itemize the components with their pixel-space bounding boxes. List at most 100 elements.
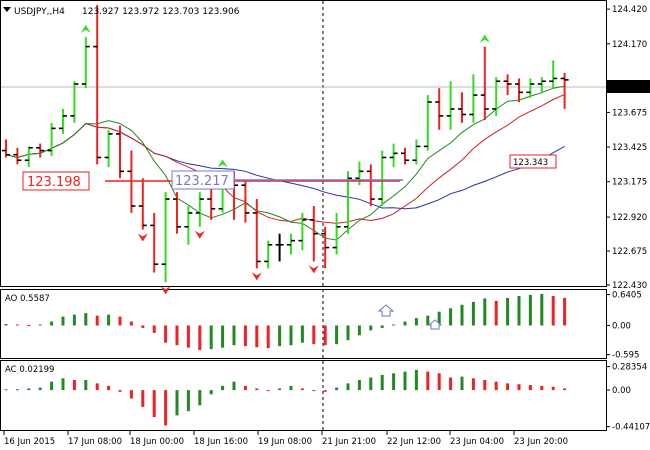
price-bars — [2, 5, 569, 283]
ac-bar — [369, 377, 373, 391]
ac-bar — [563, 388, 567, 391]
ao-axis-label: -0.595 — [612, 351, 639, 361]
support-label-box — [22, 171, 90, 191]
ac-bar — [186, 390, 190, 412]
ao-bar — [129, 321, 133, 326]
ao-bar — [369, 325, 373, 331]
fractal-down-icon — [137, 233, 148, 242]
price-bar — [480, 46, 489, 121]
time-axis-label: 16 Jun 2015 — [4, 437, 55, 447]
current-price-badge — [607, 80, 650, 93]
time-axis-label: 21 Jun 21:00 — [322, 437, 376, 447]
fractal-up-icon — [80, 24, 91, 33]
price-bar — [332, 212, 341, 255]
ao-bar — [471, 301, 475, 326]
main-pane-frame — [0, 0, 607, 287]
ao-label: AO 0.5587 — [5, 294, 50, 304]
ac-bar — [335, 387, 339, 391]
ac-bar — [4, 389, 8, 391]
price-axis-label: 122.920 — [612, 213, 647, 223]
price-bar — [275, 233, 284, 262]
time-axis: 16 Jun 2015 17 Jun 08:00 18 Jun 00:00 18 Ju… — [3, 431, 568, 447]
ao-pane-frame — [0, 289, 607, 359]
price-bar — [446, 81, 455, 130]
price-bar — [241, 181, 250, 223]
ac-bar — [449, 377, 453, 391]
ac-bar — [129, 390, 133, 399]
ac-bar — [27, 388, 31, 391]
price-axis-label: 123.675 — [612, 108, 647, 118]
ac-bar — [61, 378, 65, 391]
price-bar — [184, 205, 193, 245]
ac-bar — [312, 390, 316, 392]
mid-label-box — [171, 170, 235, 190]
ao-bar — [483, 298, 487, 326]
ao-bar — [517, 295, 521, 326]
target-label: 123.343 — [513, 158, 548, 168]
ao-bar — [221, 325, 225, 348]
ac-axis-label: 0.00 — [612, 386, 631, 396]
ac-bar — [471, 378, 475, 391]
ao-bar — [50, 321, 54, 326]
ao-bar — [152, 325, 156, 333]
ac-bar — [517, 384, 521, 391]
ao-bar — [38, 324, 42, 326]
current-price: 123.906 — [611, 83, 646, 93]
ac-bar — [506, 383, 510, 391]
ac-bar — [175, 390, 179, 416]
ao-bar — [209, 325, 213, 350]
ac-bar — [540, 385, 544, 391]
price-axis-label: 123.425 — [612, 143, 647, 153]
price-axis-label: 124.420 — [612, 5, 647, 15]
time-axis-label: 23 Jun 20:00 — [514, 437, 568, 447]
ao-bar — [164, 325, 168, 343]
price-bar — [47, 122, 56, 157]
price-bar — [537, 77, 546, 93]
ac-bar — [414, 369, 418, 391]
price-bar — [104, 129, 113, 168]
fractal-down-icon — [251, 272, 262, 281]
ac-bar — [15, 389, 19, 391]
price-bar — [93, 5, 102, 165]
price-bar — [435, 88, 444, 130]
price-bar — [389, 143, 398, 168]
target-label-box — [509, 154, 557, 169]
ao-bar — [95, 315, 99, 326]
ohlc-values: 123.927 123.972 123.703 123.906 — [82, 7, 240, 17]
chevron-down-icon[interactable] — [3, 7, 11, 12]
price-bar — [492, 77, 501, 116]
ao-bar — [346, 325, 350, 341]
ac-bar — [84, 380, 88, 391]
ac-bar — [380, 374, 384, 391]
price-bar — [59, 108, 67, 134]
ac-bar — [243, 385, 247, 391]
price-axis-label: 122.675 — [612, 247, 647, 257]
ac-pane-frame — [0, 360, 607, 431]
ac-bar — [141, 390, 145, 407]
price-bar — [515, 78, 523, 103]
price-bar — [252, 199, 261, 269]
fractal-down-icon — [194, 230, 205, 239]
ao-bar — [266, 325, 270, 349]
ac-bar — [323, 390, 327, 392]
time-axis-label: 22 Jun 12:00 — [387, 437, 441, 447]
price-bar — [458, 92, 466, 123]
fractal-up-icon — [479, 34, 490, 43]
mid-label: 123.217 — [175, 174, 229, 189]
ac-bar — [528, 385, 532, 391]
time-axis-label: 19 Jun 08:00 — [258, 437, 312, 447]
price-axis: 124.420 124.170 123.675 123.425 123.175 122.9… — [606, 5, 647, 291]
price-bar — [423, 95, 432, 151]
ac-bar — [232, 381, 236, 391]
ac-bar — [494, 381, 498, 391]
ac-bar — [198, 390, 202, 406]
ao-bar — [118, 316, 122, 326]
ao-bar — [175, 325, 179, 346]
price-axis-label: 122.430 — [612, 281, 647, 291]
ao-bar — [72, 314, 76, 326]
price-bar — [173, 192, 181, 234]
ac-bar — [357, 380, 361, 391]
ao-bar — [300, 325, 304, 343]
fractal-up-icon — [217, 159, 228, 168]
